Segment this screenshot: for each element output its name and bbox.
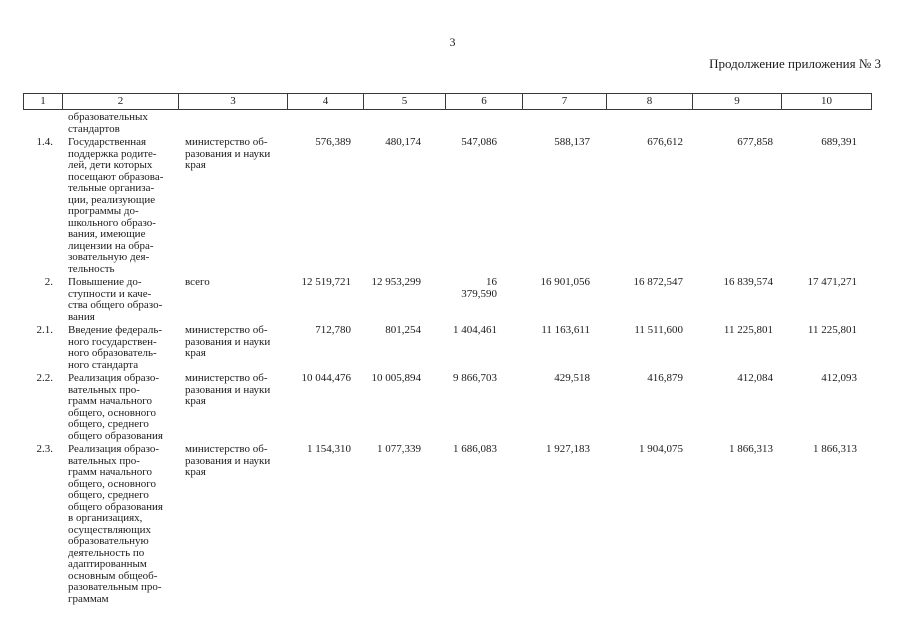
- column-number-cell: 2: [62, 93, 179, 110]
- executor-cell: министерство об- разования и науки края: [185, 324, 271, 359]
- value-cell: 416,879: [647, 372, 683, 384]
- value-cell: 16 379,590: [461, 276, 497, 300]
- value-cell: 12 953,299: [371, 276, 422, 288]
- value-cell: 11 225,801: [723, 324, 773, 336]
- value-cell: 11 163,611: [541, 324, 590, 336]
- value-cell: 10 005,894: [371, 372, 422, 384]
- table-row: 1.4. Государственная поддержка родите- л…: [23, 136, 881, 275]
- table-body: образовательных стандартов 1.4. Государс…: [23, 111, 881, 605]
- value-cell: 1 077,339: [377, 443, 421, 455]
- value-cell: 801,254: [385, 324, 421, 336]
- program-name-cell: Государственная поддержка родите- лей, д…: [68, 136, 164, 275]
- value-cell: 16 872,547: [633, 276, 684, 288]
- value-cell: 17 471,271: [807, 276, 858, 288]
- row-number-cell: 2.1.: [36, 324, 54, 336]
- value-cell: 1 866,313: [729, 443, 773, 455]
- table-column-number-row: 1 2 3 4 5 6 7 8 9 10: [23, 93, 872, 110]
- value-cell: 547,086: [461, 136, 497, 148]
- column-number-cell: 7: [522, 93, 607, 110]
- value-cell: 16 901,056: [540, 276, 591, 288]
- program-name-cell: Повышение до- ступности и каче- ства общ…: [68, 276, 163, 323]
- executor-cell: министерство об- разования и науки края: [185, 136, 271, 171]
- continuation-note: Продолжение приложения № 3: [709, 56, 881, 71]
- column-number-cell: 10: [781, 93, 872, 110]
- executor-cell: всего: [185, 276, 210, 288]
- value-cell: 16 839,574: [723, 276, 774, 288]
- value-cell: 677,858: [737, 136, 773, 148]
- column-number-cell: 3: [178, 93, 288, 110]
- value-cell: 689,391: [821, 136, 857, 148]
- value-cell: 676,612: [647, 136, 683, 148]
- table-row: 2.2. Реализация образо- вательных про- г…: [23, 372, 881, 442]
- column-number-cell: 8: [606, 93, 693, 110]
- table-row: 2. Повышение до- ступности и каче- ства …: [23, 276, 881, 323]
- value-cell: 1 686,083: [453, 443, 497, 455]
- column-number-cell: 9: [692, 93, 782, 110]
- page-number: 3: [449, 35, 456, 49]
- executor-cell: министерство об- разования и науки края: [185, 443, 271, 478]
- value-cell: 1 404,461: [453, 324, 497, 336]
- value-cell: 412,093: [821, 372, 857, 384]
- program-name-cell: образовательных стандартов: [68, 111, 148, 135]
- row-number-cell: 1.4.: [36, 136, 54, 148]
- column-number-cell: 1: [23, 93, 63, 110]
- program-name-cell: Введение федераль- ного государствен- но…: [68, 324, 163, 371]
- program-name-cell: Реализация образо- вательных про- грамм …: [68, 443, 163, 605]
- table-row-carryover: образовательных стандартов: [23, 111, 881, 135]
- column-number-cell: 6: [445, 93, 523, 110]
- column-number-cell: 4: [287, 93, 364, 110]
- value-cell: 12 519,721: [301, 276, 352, 288]
- value-cell: 712,780: [315, 324, 351, 336]
- row-number-cell: 2.2.: [36, 372, 54, 384]
- value-cell: 10 044,476: [301, 372, 352, 384]
- value-cell: 1 904,075: [639, 443, 683, 455]
- value-cell: 576,389: [315, 136, 351, 148]
- row-number-cell: 2.3.: [36, 443, 54, 455]
- value-cell: 480,174: [385, 136, 421, 148]
- value-cell: 588,137: [554, 136, 590, 148]
- column-number-cell: 5: [363, 93, 446, 110]
- value-cell: 1 927,183: [546, 443, 590, 455]
- value-cell: 429,518: [554, 372, 590, 384]
- executor-cell: министерство об- разования и науки края: [185, 372, 271, 407]
- value-cell: 1 154,310: [307, 443, 351, 455]
- value-cell: 11 511,600: [634, 324, 683, 336]
- value-cell: 412,084: [737, 372, 773, 384]
- value-cell: 1 866,313: [813, 443, 857, 455]
- value-cell: 9 866,703: [453, 372, 497, 384]
- program-name-cell: Реализация образо- вательных про- грамм …: [68, 372, 163, 442]
- row-number-cell: 2.: [44, 276, 53, 288]
- table-row: 2.3. Реализация образо- вательных про- г…: [23, 443, 881, 605]
- value-cell: 11 225,801: [807, 324, 857, 336]
- table-row: 2.1. Введение федераль- ного государстве…: [23, 324, 881, 371]
